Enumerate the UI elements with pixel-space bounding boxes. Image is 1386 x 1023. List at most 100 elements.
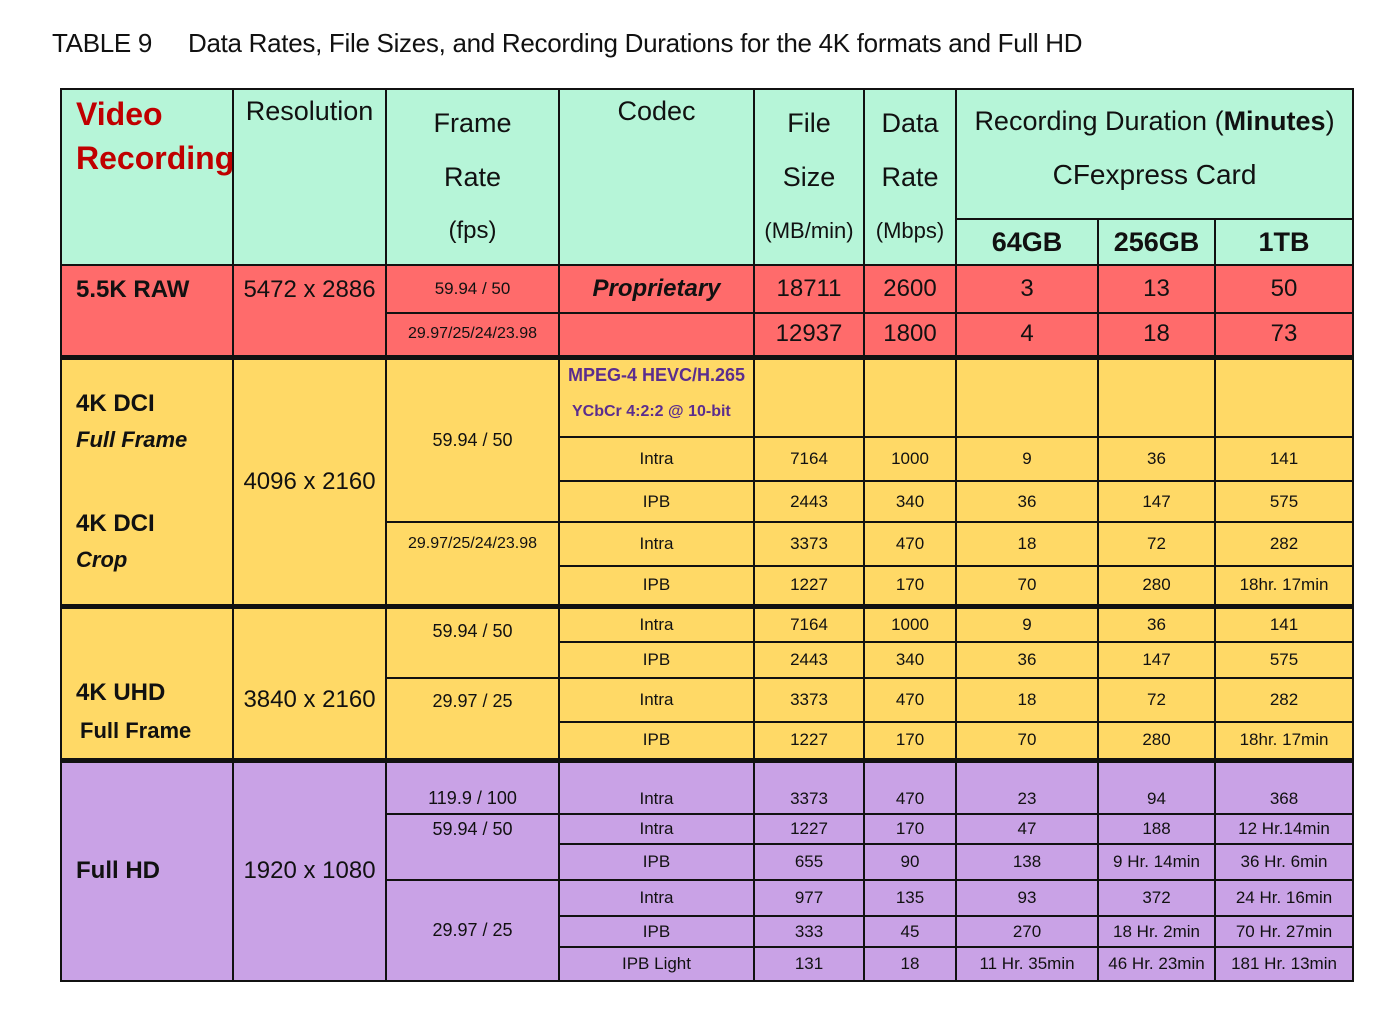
header-64gb: 64GB xyxy=(955,218,1099,266)
table-cell: 18 Hr. 2min xyxy=(1097,915,1216,948)
uhd-fps-2: 29.97 / 25 xyxy=(385,677,560,761)
table-cell: 70 xyxy=(955,721,1099,761)
table-cell: 141 xyxy=(1213,603,1355,643)
table-cell: 7164 xyxy=(753,603,865,643)
header-recording-duration: Recording Duration (Minutes) CFexpress C… xyxy=(954,88,1355,220)
table-row: 29.97/25/24/23.98 Intra 3373 470 18 72 282 xyxy=(61,521,1355,607)
table-cell: IPB xyxy=(558,721,755,761)
raw-d64: 3 xyxy=(955,264,1099,314)
table-cell: 333 xyxy=(753,915,865,948)
table-cell: 18hr. 17min xyxy=(1213,721,1355,761)
table-cell: 12 Hr.14min xyxy=(1213,813,1355,845)
table-cell: 181 Hr. 13min xyxy=(1213,946,1355,982)
table-cell: 36 Hr. 6min xyxy=(1213,843,1355,881)
header-resolution: Resolution xyxy=(232,88,387,266)
table-cell: 72 xyxy=(1097,677,1216,723)
raw-d1t: 73 xyxy=(1213,312,1355,358)
raw-size: 12937 xyxy=(753,312,865,358)
table-row: IPB 1227 170 70 280 18hr. 17min xyxy=(61,721,1355,761)
table-cell xyxy=(1213,354,1355,438)
table-cell: 147 xyxy=(1097,641,1216,679)
table-cell xyxy=(1097,354,1216,438)
table-row: 5.5K RAW 5472 x 2886 59.94 / 50 Propriet… xyxy=(60,264,1355,358)
table-row: IPB 2443 340 36 147 575 xyxy=(61,641,1355,679)
table-cell: 1000 xyxy=(863,436,957,482)
table-cell: 72 xyxy=(1097,521,1216,567)
table-cell: 36 xyxy=(1097,603,1216,643)
table-cell: 18 xyxy=(955,521,1099,567)
table-cell: 36 xyxy=(955,641,1099,679)
header-codec: Codec xyxy=(558,88,755,266)
table-cell: 3373 xyxy=(753,521,865,567)
table-caption: TABLE 9 Data Rates, File Sizes, and Recor… xyxy=(52,28,1083,59)
table-row: 29.97/25/24/23.98 12937 1800 4 18 73 xyxy=(61,312,1355,358)
table-cell: Intra xyxy=(558,677,755,723)
dci-label: 4K DCI Full Frame 4K DCI Crop xyxy=(60,354,234,607)
table-cell: IPB xyxy=(558,915,755,948)
table-cell: 368 xyxy=(1213,757,1355,815)
dci-fps-2: 29.97/25/24/23.98 xyxy=(385,521,560,607)
table-cell: 1227 xyxy=(753,565,865,607)
table-cell: 575 xyxy=(1213,480,1355,523)
table-cell: Intra xyxy=(558,879,755,917)
header-data-rate: Data Rate (Mbps) xyxy=(863,88,957,266)
table-cell: 1000 xyxy=(863,603,957,643)
table-cell: 7164 xyxy=(753,436,865,482)
table-cell: 141 xyxy=(1213,436,1355,482)
table-cell: 270 xyxy=(955,915,1099,948)
table-cell: Intra xyxy=(558,521,755,567)
table-cell: 93 xyxy=(955,879,1099,917)
raw-d256: 18 xyxy=(1097,312,1216,358)
table-cell: 147 xyxy=(1097,480,1216,523)
header-frame-rate: Frame Rate (fps) xyxy=(385,88,560,266)
raw-d1t: 50 xyxy=(1213,264,1355,314)
raw-codec: Proprietary xyxy=(558,264,755,314)
raw-codec xyxy=(558,312,755,358)
table-row: IPB 333 45 270 18 Hr. 2min 70 Hr. 27min xyxy=(61,915,1355,948)
table-cell: Intra xyxy=(558,436,755,482)
raw-rate: 2600 xyxy=(863,264,957,314)
table-cell: 36 xyxy=(955,480,1099,523)
table-cell: 23 xyxy=(955,757,1099,815)
table-cell: 280 xyxy=(1097,565,1216,607)
table-cell: 3373 xyxy=(753,757,865,815)
table-cell: 1227 xyxy=(753,813,865,845)
raw-d256: 13 xyxy=(1097,264,1216,314)
table-cell: 94 xyxy=(1097,757,1216,815)
uhd-label: 4K UHD Full Frame xyxy=(60,603,234,761)
table-number: TABLE 9 xyxy=(52,28,188,59)
raw-size: 18711 xyxy=(753,264,865,314)
header-video-recording: Video Recording xyxy=(60,88,234,266)
table-row: Intra 7164 1000 9 36 141 xyxy=(61,436,1355,482)
table-cell: 9 xyxy=(955,603,1099,643)
dci-fps-1: 59.94 / 50 xyxy=(385,354,560,523)
raw-resolution: 5472 x 2886 xyxy=(232,264,387,358)
table-cell: 470 xyxy=(863,757,957,815)
raw-fps: 29.97/25/24/23.98 xyxy=(385,312,560,358)
header-file-size: File Size (MB/min) xyxy=(753,88,865,266)
table-cell: 340 xyxy=(863,480,957,523)
data-rates-table: Video Recording Resolution Frame Rate (fps)… xyxy=(60,88,1355,982)
dci-codec-heading: MPEG-4 HEVC/H.265 YCbCr 4:2:2 @ 10-bit xyxy=(558,354,755,438)
table-cell: 70 Hr. 27min xyxy=(1213,915,1355,948)
table-cell: 282 xyxy=(1213,521,1355,567)
table-cell: 280 xyxy=(1097,721,1216,761)
header-row: Video Recording Resolution Frame Rate (fps)… xyxy=(60,88,1355,266)
table-cell: 170 xyxy=(863,565,957,607)
table-cell: IPB xyxy=(558,565,755,607)
table-cell: 70 xyxy=(955,565,1099,607)
table-cell: 9 xyxy=(955,436,1099,482)
fhd-fps-3: 29.97 / 25 xyxy=(385,879,560,982)
table-cell: 1227 xyxy=(753,721,865,761)
fhd-label: Full HD xyxy=(60,757,234,982)
table-row: IPB 655 90 138 9 Hr. 14min 36 Hr. 6min xyxy=(61,843,1355,881)
table-cell: 372 xyxy=(1097,879,1216,917)
table-row: 59.94 / 50 Intra 1227 170 47 188 12 Hr.14min xyxy=(61,813,1355,881)
table-cell: IPB xyxy=(558,480,755,523)
uhd-fps-1: 59.94 / 50 xyxy=(385,603,560,679)
table-cell: Intra xyxy=(558,757,755,815)
table-cell: 188 xyxy=(1097,813,1216,845)
header-256gb: 256GB xyxy=(1097,218,1216,266)
raw-rate: 1800 xyxy=(863,312,957,358)
table-cell: 170 xyxy=(863,721,957,761)
